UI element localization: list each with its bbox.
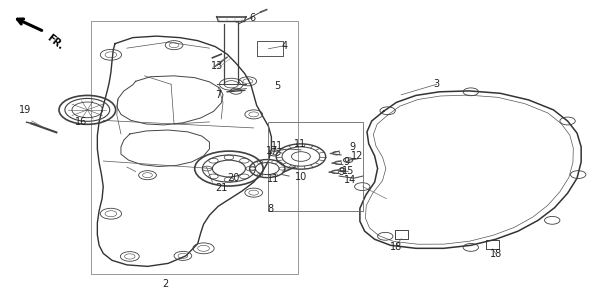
Text: 15: 15 <box>342 166 354 176</box>
Text: 3: 3 <box>434 79 440 89</box>
Text: 8: 8 <box>267 204 273 214</box>
Text: 2: 2 <box>162 279 168 290</box>
Text: 12: 12 <box>351 151 363 161</box>
Text: 9: 9 <box>350 142 356 153</box>
Text: 13: 13 <box>211 61 223 71</box>
Text: 14: 14 <box>344 175 356 185</box>
Text: 16: 16 <box>76 117 87 127</box>
Text: 19: 19 <box>19 105 31 115</box>
Text: 5: 5 <box>274 81 280 91</box>
Text: 21: 21 <box>216 183 228 193</box>
Text: 18: 18 <box>490 249 502 259</box>
Text: 9: 9 <box>344 157 350 167</box>
Text: FR.: FR. <box>45 32 65 51</box>
Text: 10: 10 <box>295 172 307 182</box>
Text: 18: 18 <box>391 242 402 252</box>
Text: 17: 17 <box>267 146 278 156</box>
Text: 20: 20 <box>228 172 240 183</box>
Text: 11: 11 <box>294 139 306 150</box>
Text: 7: 7 <box>215 90 221 100</box>
Text: 4: 4 <box>281 41 287 51</box>
Text: 11: 11 <box>271 141 283 151</box>
Text: 6: 6 <box>250 13 255 23</box>
Text: 11: 11 <box>267 174 278 185</box>
Text: 9: 9 <box>339 167 345 177</box>
